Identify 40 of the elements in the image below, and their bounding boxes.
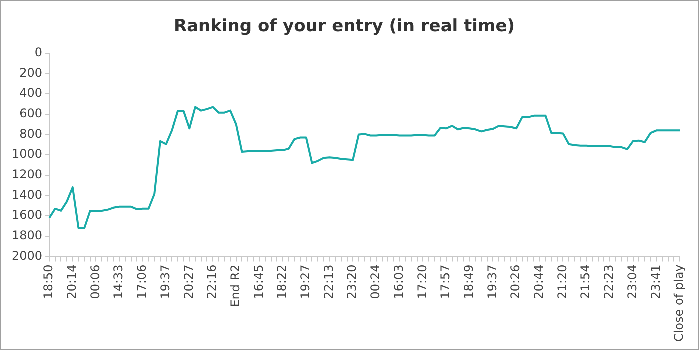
x-tick-label: 22:23	[602, 264, 616, 300]
x-tick-label: 18:22	[275, 264, 290, 300]
x-tick-label: 20:26	[508, 264, 523, 300]
y-tick-label: 1400	[12, 188, 43, 202]
x-tick-label: 19:37	[485, 264, 500, 300]
y-tick-label: 600	[20, 106, 43, 121]
x-tick-label: 17:57	[438, 264, 453, 300]
x-tick-label: 19:27	[298, 264, 313, 300]
x-tick-label: End R2	[228, 264, 242, 308]
x-tick-label: 22:16	[205, 264, 220, 300]
y-tick-label: 1600	[12, 208, 43, 222]
x-tick-label: 17:06	[135, 264, 150, 300]
x-tick-label: 00:24	[368, 264, 383, 300]
x-tick-label: 20:27	[182, 264, 196, 300]
x-tick-label: 14:33	[112, 264, 126, 300]
y-tick-label: 800	[20, 126, 43, 141]
x-tick-label: 21:20	[555, 264, 570, 300]
y-tick-label: 1800	[12, 228, 43, 243]
x-tick-label: 20:14	[65, 264, 80, 300]
y-tick-label: 400	[20, 86, 43, 100]
y-tick-label: 0	[34, 46, 43, 60]
chart-title: Ranking of your entry (in real time)	[174, 16, 516, 37]
x-tick-label: 18:50	[42, 264, 56, 300]
x-tick-label: 00:06	[88, 264, 102, 300]
x-tick-label: 22:13	[322, 264, 336, 300]
x-tick-label: Close of play	[672, 264, 686, 342]
x-tick-label: 20:44	[532, 264, 546, 300]
y-tick-label: 1000	[12, 147, 43, 162]
x-tick-label: 16:45	[252, 264, 266, 300]
x-tick-label: 19:37	[158, 264, 172, 300]
x-tick-label: 23:41	[648, 264, 663, 300]
x-tick-label: 23:04	[625, 264, 640, 300]
x-tick-label: 18:49	[462, 264, 476, 300]
x-tick-label: 17:20	[415, 264, 430, 300]
y-tick-label: 1200	[12, 168, 43, 182]
y-tick-label: 200	[20, 66, 43, 80]
x-tick-label: 16:03	[392, 264, 406, 300]
x-tick-label: 23:20	[345, 264, 360, 300]
y-tick-label: 2000	[12, 248, 43, 263]
x-tick-label: 21:54	[578, 264, 593, 300]
